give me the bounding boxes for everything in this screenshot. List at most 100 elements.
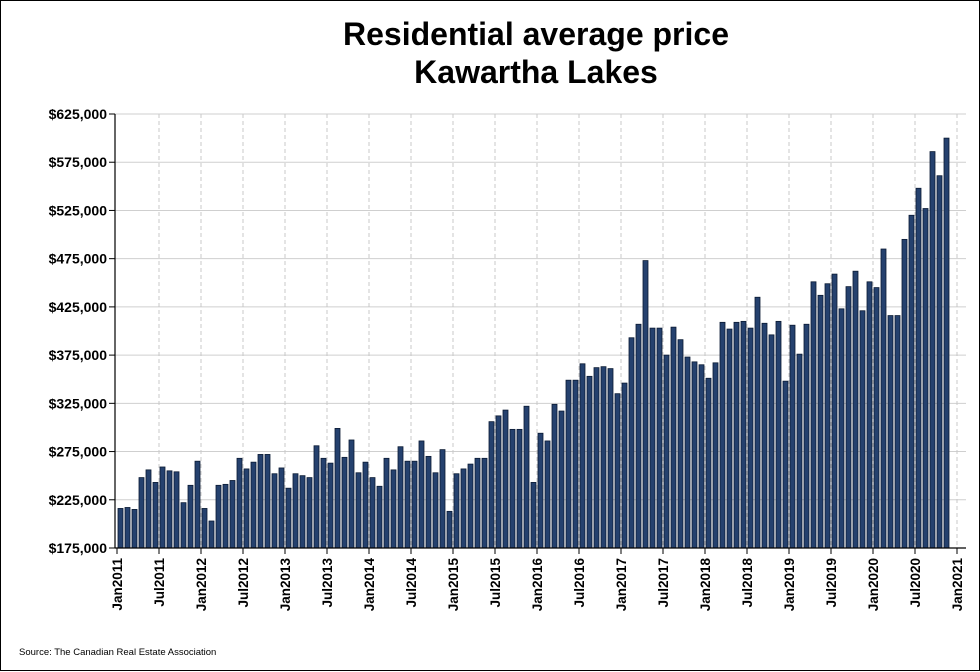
y-tick-label: $225,000 (49, 492, 108, 508)
bar (663, 354, 670, 549)
bar (579, 363, 586, 549)
x-tick-label: Jan2011 (110, 558, 125, 611)
bar (173, 471, 180, 549)
bar (446, 510, 453, 549)
bar (866, 281, 873, 549)
x-tick-label: Jul2013 (320, 558, 335, 608)
x-tick-label: Jul2020 (908, 558, 923, 608)
y-tick-label: $325,000 (49, 395, 108, 411)
y-tick-label: $575,000 (49, 154, 108, 170)
x-tick-label: Jul2015 (488, 558, 503, 608)
bar (166, 470, 173, 549)
bar (362, 461, 369, 549)
bar (306, 477, 313, 549)
bar (320, 457, 327, 549)
bar (418, 440, 425, 549)
bar (530, 482, 537, 549)
bar (852, 270, 859, 549)
bar (243, 468, 250, 549)
chart-title: Residential average price (343, 16, 729, 52)
bar (677, 339, 684, 549)
bar (180, 502, 187, 549)
bar (558, 410, 565, 549)
y-tick-label: $275,000 (49, 444, 108, 460)
bar (271, 473, 278, 549)
bar (481, 457, 488, 549)
bar (894, 315, 901, 549)
bar (600, 366, 607, 549)
bar (467, 463, 474, 549)
bar (824, 283, 831, 549)
chart-title-block: Residential average price Kawartha Lakes (101, 15, 971, 91)
bar (873, 287, 880, 549)
bar (789, 324, 796, 549)
bar (159, 466, 166, 549)
bar (411, 460, 418, 549)
chart-subtitle: Kawartha Lakes (414, 54, 658, 90)
bar (796, 353, 803, 549)
x-tick-label: Jan2019 (782, 558, 797, 611)
bar (691, 361, 698, 549)
bar (698, 364, 705, 549)
bar (355, 472, 362, 549)
bar (208, 520, 215, 549)
bar (726, 328, 733, 549)
bar (257, 454, 264, 549)
bar (915, 187, 922, 549)
x-tick-label: Jul2011 (152, 558, 167, 607)
bar (117, 508, 124, 549)
x-tick-label: Jan2012 (194, 558, 209, 611)
bar (628, 337, 635, 549)
bar (537, 432, 544, 549)
bar (845, 286, 852, 549)
bar (523, 405, 530, 549)
bar (376, 485, 383, 549)
bar (733, 321, 740, 549)
bar (404, 460, 411, 549)
bar (740, 320, 747, 549)
bar (439, 449, 446, 549)
bar (649, 327, 656, 549)
bar (264, 454, 271, 549)
x-tick-label: Jan2016 (530, 558, 545, 612)
bar (782, 380, 789, 549)
bar (285, 487, 292, 549)
bar (810, 281, 817, 549)
bar (334, 428, 341, 549)
bar (201, 508, 208, 549)
bar (509, 428, 516, 549)
bar (292, 473, 299, 549)
bar (684, 356, 691, 549)
bar (775, 320, 782, 549)
bar (670, 326, 677, 549)
bar (586, 375, 593, 549)
bar (929, 151, 936, 549)
bar (488, 421, 495, 549)
bar (551, 403, 558, 549)
bar (635, 323, 642, 549)
bar (229, 480, 236, 549)
bar (754, 296, 761, 549)
bar (397, 446, 404, 549)
bar (572, 379, 579, 549)
bar (453, 473, 460, 549)
x-tick-label: Jul2017 (656, 558, 671, 608)
bar (887, 315, 894, 549)
bar (943, 137, 950, 549)
bar (236, 457, 243, 549)
bar (348, 439, 355, 549)
bar (152, 482, 159, 549)
bar (922, 208, 929, 549)
bar (369, 477, 376, 549)
bar (908, 214, 915, 549)
bar (831, 273, 838, 549)
bar (250, 461, 257, 549)
x-tick-label: Jul2019 (824, 558, 839, 608)
bar (901, 238, 908, 549)
bar (544, 440, 551, 549)
x-tick-label: Jan2013 (278, 558, 293, 612)
bar (936, 175, 943, 549)
x-tick-label: Jul2014 (404, 558, 419, 608)
